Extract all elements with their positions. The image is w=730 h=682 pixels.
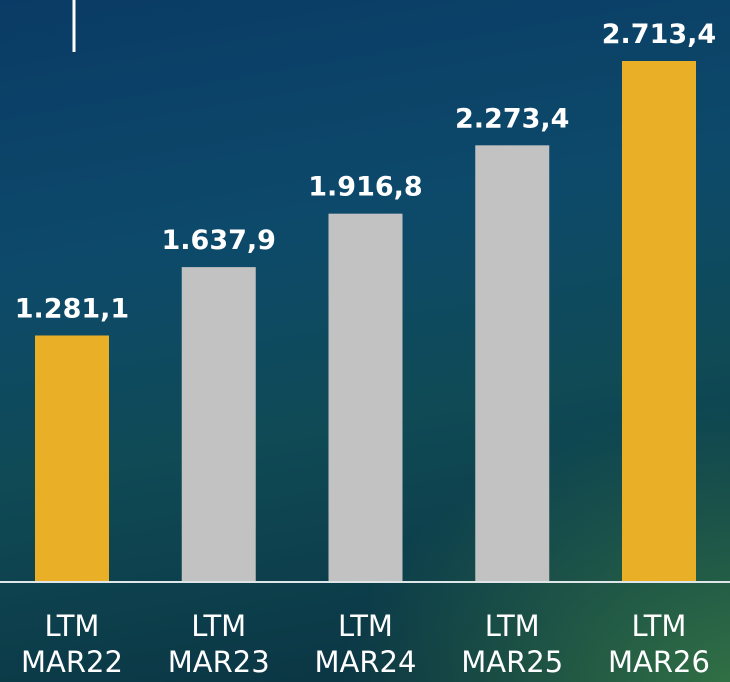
value-label: 1.916,8 xyxy=(308,172,422,203)
bar xyxy=(622,61,696,581)
bar xyxy=(35,335,109,581)
x-tick-label: LTM MAR24 xyxy=(314,609,417,679)
bar xyxy=(328,213,403,581)
x-tick-label: LTM MAR23 xyxy=(167,609,270,679)
value-label: 2.273,4 xyxy=(455,103,569,134)
value-label: 2.713,4 xyxy=(602,19,716,50)
bar xyxy=(475,145,550,581)
value-label: 1.637,9 xyxy=(162,225,276,256)
bar xyxy=(181,267,256,581)
value-label: 1.281,1 xyxy=(15,293,129,324)
x-tick-label: LTM MAR22 xyxy=(21,609,123,679)
x-tick-label: LTM MAR25 xyxy=(461,609,564,679)
x-tick-label: LTM MAR26 xyxy=(608,609,710,679)
